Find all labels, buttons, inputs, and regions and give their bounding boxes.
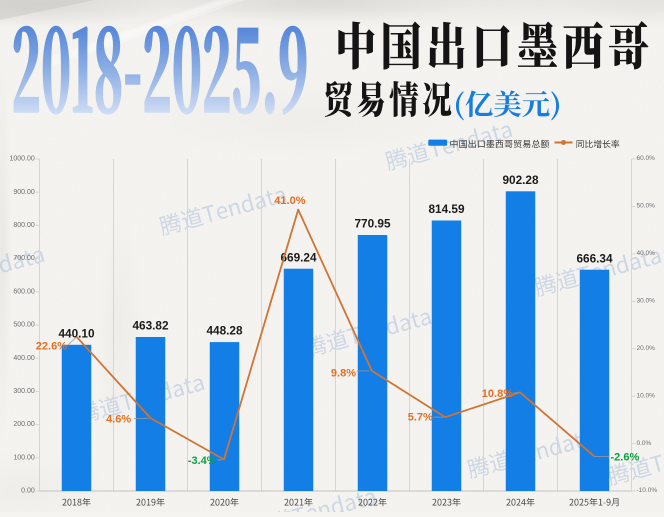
svg-text:500.00: 500.00 [13, 322, 35, 329]
svg-text:902.28: 902.28 [502, 173, 539, 187]
svg-text:100.00: 100.00 [13, 454, 35, 461]
svg-text:770.95: 770.95 [354, 217, 391, 231]
svg-text:300.00: 300.00 [13, 388, 35, 395]
svg-text:0.00: 0.00 [21, 488, 35, 495]
svg-text:400.00: 400.00 [13, 355, 35, 362]
svg-text:-10.0%: -10.0% [637, 487, 658, 494]
svg-text:22.6%: 22.6% [36, 341, 67, 353]
svg-text:40.0%: 40.0% [637, 250, 656, 257]
svg-text:10.0%: 10.0% [637, 392, 656, 399]
svg-text:60.0%: 60.0% [637, 155, 656, 162]
svg-text:463.82: 463.82 [132, 319, 169, 333]
svg-text:700.00: 700.00 [13, 255, 35, 262]
svg-text:800.00: 800.00 [13, 222, 35, 229]
svg-text:1000.00: 1000.00 [9, 156, 34, 163]
svg-text:-2.6%: -2.6% [611, 451, 640, 463]
svg-text:440.10: 440.10 [58, 326, 95, 340]
svg-text:41.0%: 41.0% [274, 195, 305, 207]
svg-text:666.34: 666.34 [576, 251, 613, 265]
svg-text:814.59: 814.59 [428, 202, 465, 216]
svg-text:4.6%: 4.6% [106, 414, 131, 426]
svg-text:0.0%: 0.0% [637, 440, 652, 447]
svg-text:600.00: 600.00 [13, 288, 35, 295]
svg-text:9.8%: 9.8% [331, 367, 356, 379]
svg-text:30.0%: 30.0% [637, 298, 656, 305]
svg-text:200.00: 200.00 [13, 421, 35, 428]
svg-text:-3.4%: -3.4% [188, 455, 217, 467]
svg-text:5.7%: 5.7% [408, 412, 433, 424]
svg-text:448.28: 448.28 [206, 324, 243, 338]
svg-text:10.8%: 10.8% [482, 388, 513, 400]
svg-text:50.0%: 50.0% [637, 203, 656, 210]
svg-text:20.0%: 20.0% [637, 345, 656, 352]
svg-text:900.00: 900.00 [13, 189, 35, 196]
